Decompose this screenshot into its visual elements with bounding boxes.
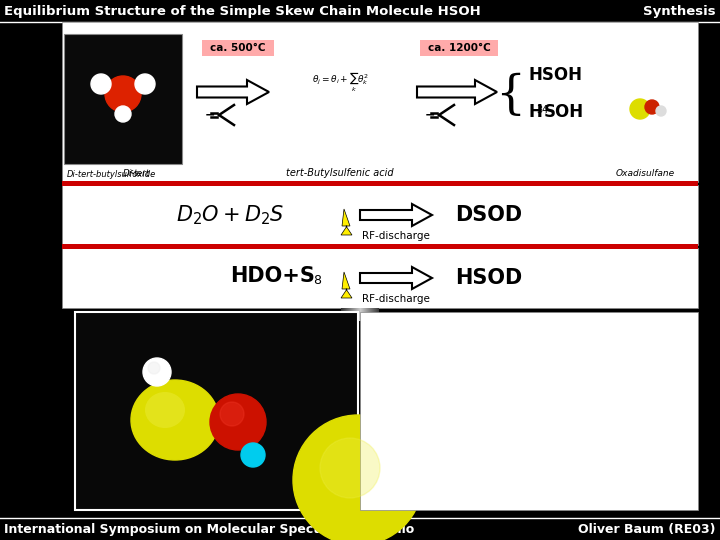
Bar — [352, 308, 353, 321]
Text: Oliver Baum (RE03): Oliver Baum (RE03) — [578, 523, 716, 536]
Ellipse shape — [131, 380, 219, 460]
Text: Oxadisulfane: Oxadisulfane — [616, 169, 675, 178]
Text: HSOH: HSOH — [528, 66, 582, 84]
Bar — [355, 308, 356, 321]
Bar — [374, 308, 375, 321]
Text: SOH: SOH — [544, 103, 584, 121]
Bar — [341, 308, 342, 321]
Bar — [358, 308, 359, 321]
Bar — [343, 308, 344, 321]
Bar — [371, 308, 372, 321]
Bar — [75, 312, 358, 510]
Circle shape — [143, 358, 171, 386]
Bar — [0, 0, 720, 22]
Bar — [365, 308, 366, 321]
Bar — [368, 308, 369, 321]
Circle shape — [148, 362, 160, 374]
Bar — [202, 40, 274, 56]
Circle shape — [91, 74, 111, 94]
Polygon shape — [417, 80, 497, 104]
Text: $\theta_j = \theta_i + \sum_k \theta_k^2$: $\theta_j = \theta_i + \sum_k \theta_k^2… — [312, 70, 369, 94]
Bar — [342, 308, 343, 321]
Text: International Symposium on Molecular Spectroscopy, Ohio: International Symposium on Molecular Spe… — [4, 523, 414, 536]
Bar — [359, 308, 360, 321]
Circle shape — [645, 100, 659, 114]
Bar — [0, 518, 720, 540]
Bar — [378, 308, 379, 321]
Circle shape — [220, 402, 244, 426]
Circle shape — [210, 394, 266, 450]
Bar — [369, 308, 370, 321]
Circle shape — [241, 443, 265, 467]
Polygon shape — [341, 272, 352, 298]
Text: HDO+S: HDO+S — [230, 266, 315, 286]
Bar — [346, 308, 347, 321]
Bar — [375, 308, 376, 321]
Bar — [366, 308, 367, 321]
Polygon shape — [341, 209, 352, 235]
Bar — [372, 308, 373, 321]
Bar — [363, 308, 364, 321]
Bar — [351, 308, 352, 321]
Bar — [357, 308, 358, 321]
Bar — [373, 308, 374, 321]
Text: HSOD: HSOD — [455, 268, 522, 288]
Bar — [420, 40, 498, 56]
Bar — [360, 308, 361, 321]
Circle shape — [293, 415, 423, 540]
Bar — [360, 312, 698, 510]
Text: 8: 8 — [313, 274, 321, 287]
Circle shape — [656, 106, 666, 116]
Polygon shape — [197, 80, 269, 104]
Circle shape — [115, 106, 131, 122]
Text: −: − — [205, 109, 215, 122]
Text: RF-discharge: RF-discharge — [362, 231, 430, 241]
Bar — [376, 308, 377, 321]
Polygon shape — [360, 204, 432, 226]
Polygon shape — [360, 267, 432, 289]
Bar — [349, 308, 350, 321]
Bar — [362, 308, 363, 321]
Text: tert-Butylsulfenic acid: tert-Butylsulfenic acid — [286, 168, 394, 178]
Circle shape — [135, 74, 155, 94]
Text: 34: 34 — [536, 105, 548, 115]
Text: $D_2O+D_2S$: $D_2O+D_2S$ — [176, 203, 284, 227]
Circle shape — [630, 99, 650, 119]
Text: Equilibrium Structure of the Simple Skew Chain Molecule HSOH: Equilibrium Structure of the Simple Skew… — [4, 4, 481, 17]
Bar — [62, 248, 698, 308]
Circle shape — [320, 438, 380, 498]
Bar — [344, 308, 345, 321]
Bar — [0, 311, 720, 518]
Bar — [364, 308, 365, 321]
Text: {: { — [495, 72, 525, 118]
Bar — [350, 308, 351, 321]
Bar — [370, 308, 371, 321]
Text: −: − — [425, 109, 436, 122]
Bar — [62, 181, 698, 186]
Ellipse shape — [145, 392, 185, 428]
Bar — [62, 22, 698, 182]
Bar — [345, 308, 346, 321]
Bar — [64, 34, 182, 164]
Bar — [354, 308, 355, 321]
Text: tert: tert — [133, 169, 149, 178]
Text: H: H — [528, 103, 542, 121]
Bar — [353, 308, 354, 321]
Text: Di-: Di- — [123, 169, 135, 178]
Text: Di-tert-butylsulfoxide: Di-tert-butylsulfoxide — [66, 170, 156, 179]
Text: ca. 500°C: ca. 500°C — [210, 43, 266, 53]
Circle shape — [105, 76, 141, 112]
Bar — [348, 308, 349, 321]
Text: RF-discharge: RF-discharge — [362, 294, 430, 304]
Text: ca. 1200°C: ca. 1200°C — [428, 43, 490, 53]
Bar — [361, 308, 362, 321]
Bar — [62, 185, 698, 245]
Text: DSOD: DSOD — [455, 205, 522, 225]
Bar — [347, 308, 348, 321]
Bar — [377, 308, 378, 321]
Bar — [62, 244, 698, 249]
Bar — [356, 308, 357, 321]
Bar — [367, 308, 368, 321]
Text: Synthesis: Synthesis — [644, 4, 716, 17]
